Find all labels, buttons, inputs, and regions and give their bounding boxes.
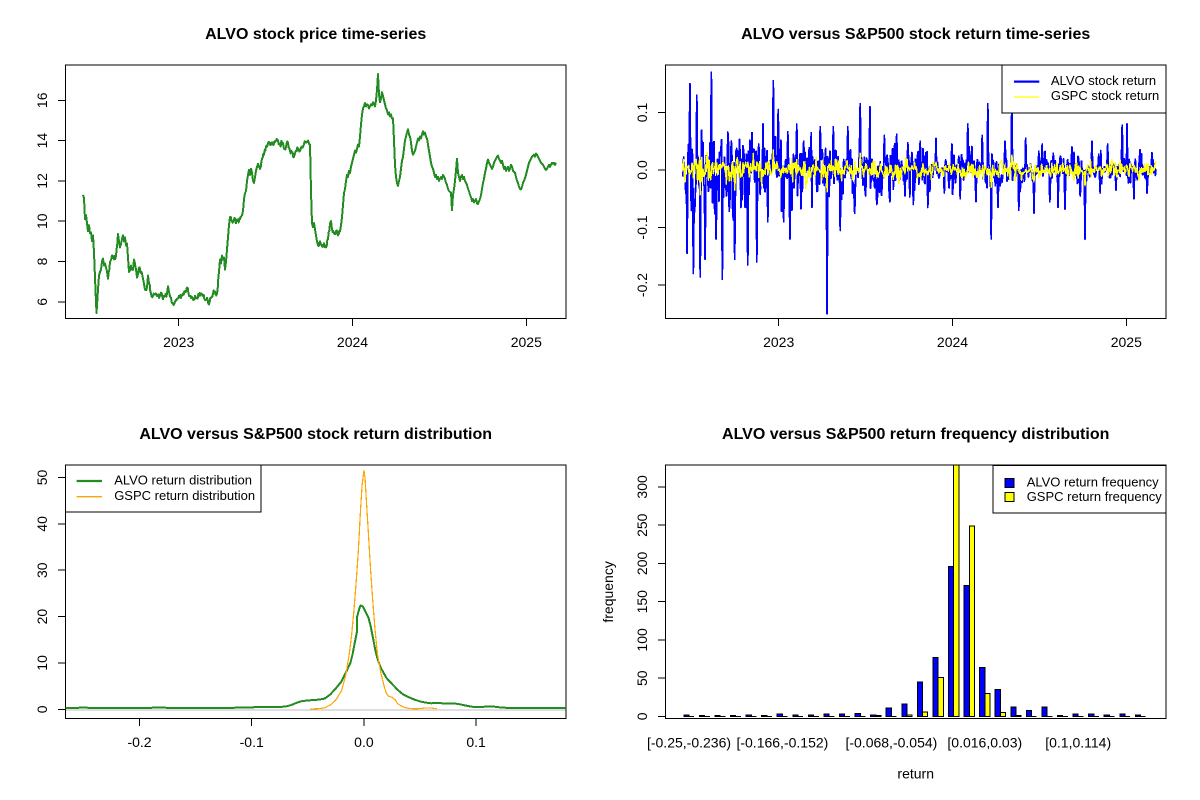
svg-text:16: 16 xyxy=(34,92,50,108)
svg-text:40: 40 xyxy=(34,516,50,532)
svg-text:14: 14 xyxy=(34,133,50,149)
svg-text:0.0: 0.0 xyxy=(634,160,650,180)
svg-text:return: return xyxy=(897,766,934,782)
svg-text:300: 300 xyxy=(634,475,650,499)
svg-text:12: 12 xyxy=(34,173,50,189)
svg-text:-0.2: -0.2 xyxy=(127,734,151,750)
svg-text:ALVO versus S&P500 return freq: ALVO versus S&P500 return frequency dist… xyxy=(722,426,1109,443)
svg-text:0: 0 xyxy=(34,705,50,713)
svg-text:frequency: frequency xyxy=(600,561,616,622)
svg-text:ALVO stock return: ALVO stock return xyxy=(1051,73,1156,88)
svg-text:ALVO return distribution: ALVO return distribution xyxy=(114,473,252,488)
svg-text:20: 20 xyxy=(34,609,50,625)
svg-text:GSPC stock return: GSPC stock return xyxy=(1051,88,1159,103)
svg-text:[-0.25,-0.236): [-0.25,-0.236) xyxy=(647,735,731,751)
svg-text:50: 50 xyxy=(34,470,50,486)
svg-text:0: 0 xyxy=(634,712,650,720)
svg-text:2025: 2025 xyxy=(511,334,542,350)
svg-text:[0.1,0.114): [0.1,0.114) xyxy=(1045,735,1111,751)
svg-text:2024: 2024 xyxy=(337,334,368,350)
svg-text:GSPC return frequency: GSPC return frequency xyxy=(1027,489,1163,504)
svg-text:150: 150 xyxy=(634,590,650,614)
svg-text:6: 6 xyxy=(34,298,50,306)
svg-text:0.1: 0.1 xyxy=(466,734,486,750)
svg-text:0.0: 0.0 xyxy=(354,734,374,750)
svg-text:ALVO return frequency: ALVO return frequency xyxy=(1027,475,1159,490)
svg-text:ALVO versus S&P500 stock retur: ALVO versus S&P500 stock return distribu… xyxy=(139,426,492,443)
svg-text:[-0.166,-0.152): [-0.166,-0.152) xyxy=(736,735,828,751)
svg-text:-0.1: -0.1 xyxy=(634,215,650,239)
svg-text:[0.016,0.03): [0.016,0.03) xyxy=(947,735,1022,751)
svg-text:-0.1: -0.1 xyxy=(240,734,264,750)
svg-text:GSPC return distribution: GSPC return distribution xyxy=(114,488,255,503)
svg-text:100: 100 xyxy=(634,628,650,652)
svg-text:[-0.068,-0.054): [-0.068,-0.054) xyxy=(845,735,937,751)
svg-text:10: 10 xyxy=(34,213,50,229)
svg-text:0.1: 0.1 xyxy=(634,103,650,123)
svg-text:10: 10 xyxy=(34,655,50,671)
svg-text:50: 50 xyxy=(634,670,650,686)
svg-text:2025: 2025 xyxy=(1111,334,1142,350)
svg-text:30: 30 xyxy=(34,562,50,578)
svg-text:ALVO versus S&P500 stock retur: ALVO versus S&P500 stock return time-ser… xyxy=(741,26,1090,43)
svg-text:200: 200 xyxy=(634,552,650,576)
svg-text:2023: 2023 xyxy=(763,334,794,350)
svg-text:-0.2: -0.2 xyxy=(634,273,650,297)
svg-text:8: 8 xyxy=(34,257,50,265)
svg-text:2023: 2023 xyxy=(163,334,194,350)
svg-text:2024: 2024 xyxy=(937,334,968,350)
svg-text:ALVO stock price time-series: ALVO stock price time-series xyxy=(205,26,426,43)
svg-text:250: 250 xyxy=(634,513,650,537)
